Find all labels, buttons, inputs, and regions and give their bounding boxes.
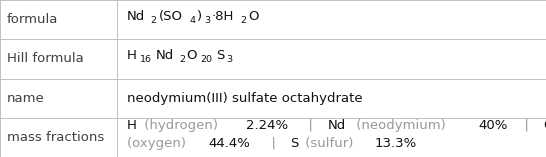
Text: mass fractions: mass fractions: [7, 131, 104, 144]
Text: S: S: [216, 49, 224, 62]
Text: S: S: [290, 137, 299, 150]
Text: (oxygen): (oxygen): [127, 137, 191, 150]
Text: 16: 16: [140, 55, 152, 64]
Text: H: H: [127, 49, 137, 62]
Text: (sulfur): (sulfur): [301, 137, 358, 150]
Text: |: |: [516, 119, 537, 132]
Text: H: H: [127, 119, 137, 132]
Text: 2: 2: [241, 16, 247, 25]
Text: ·8H: ·8H: [212, 10, 234, 23]
Text: O: O: [543, 119, 546, 132]
Text: Nd: Nd: [127, 10, 145, 23]
Text: (hydrogen): (hydrogen): [140, 119, 222, 132]
Text: O: O: [187, 49, 197, 62]
Text: |: |: [300, 119, 322, 132]
Text: ): ): [197, 10, 203, 23]
Text: 3: 3: [227, 55, 233, 64]
Text: 13.3%: 13.3%: [375, 137, 417, 150]
Text: 20: 20: [200, 55, 212, 64]
Text: formula: formula: [7, 13, 58, 26]
Text: Hill formula: Hill formula: [7, 52, 84, 65]
Text: name: name: [7, 92, 44, 105]
Text: O: O: [248, 10, 259, 23]
Text: (SO: (SO: [158, 10, 182, 23]
Text: |: |: [263, 137, 284, 150]
Text: 3: 3: [204, 16, 210, 25]
Text: 2: 2: [151, 16, 157, 25]
Text: 40%: 40%: [478, 119, 507, 132]
Text: 4: 4: [189, 16, 195, 25]
Text: (neodymium): (neodymium): [352, 119, 449, 132]
Text: neodymium(III) sulfate octahydrate: neodymium(III) sulfate octahydrate: [127, 92, 363, 105]
Text: Nd: Nd: [156, 49, 174, 62]
Text: Nd: Nd: [328, 119, 346, 132]
Text: 2.24%: 2.24%: [246, 119, 288, 132]
Text: 2: 2: [179, 55, 185, 64]
Text: 44.4%: 44.4%: [209, 137, 251, 150]
